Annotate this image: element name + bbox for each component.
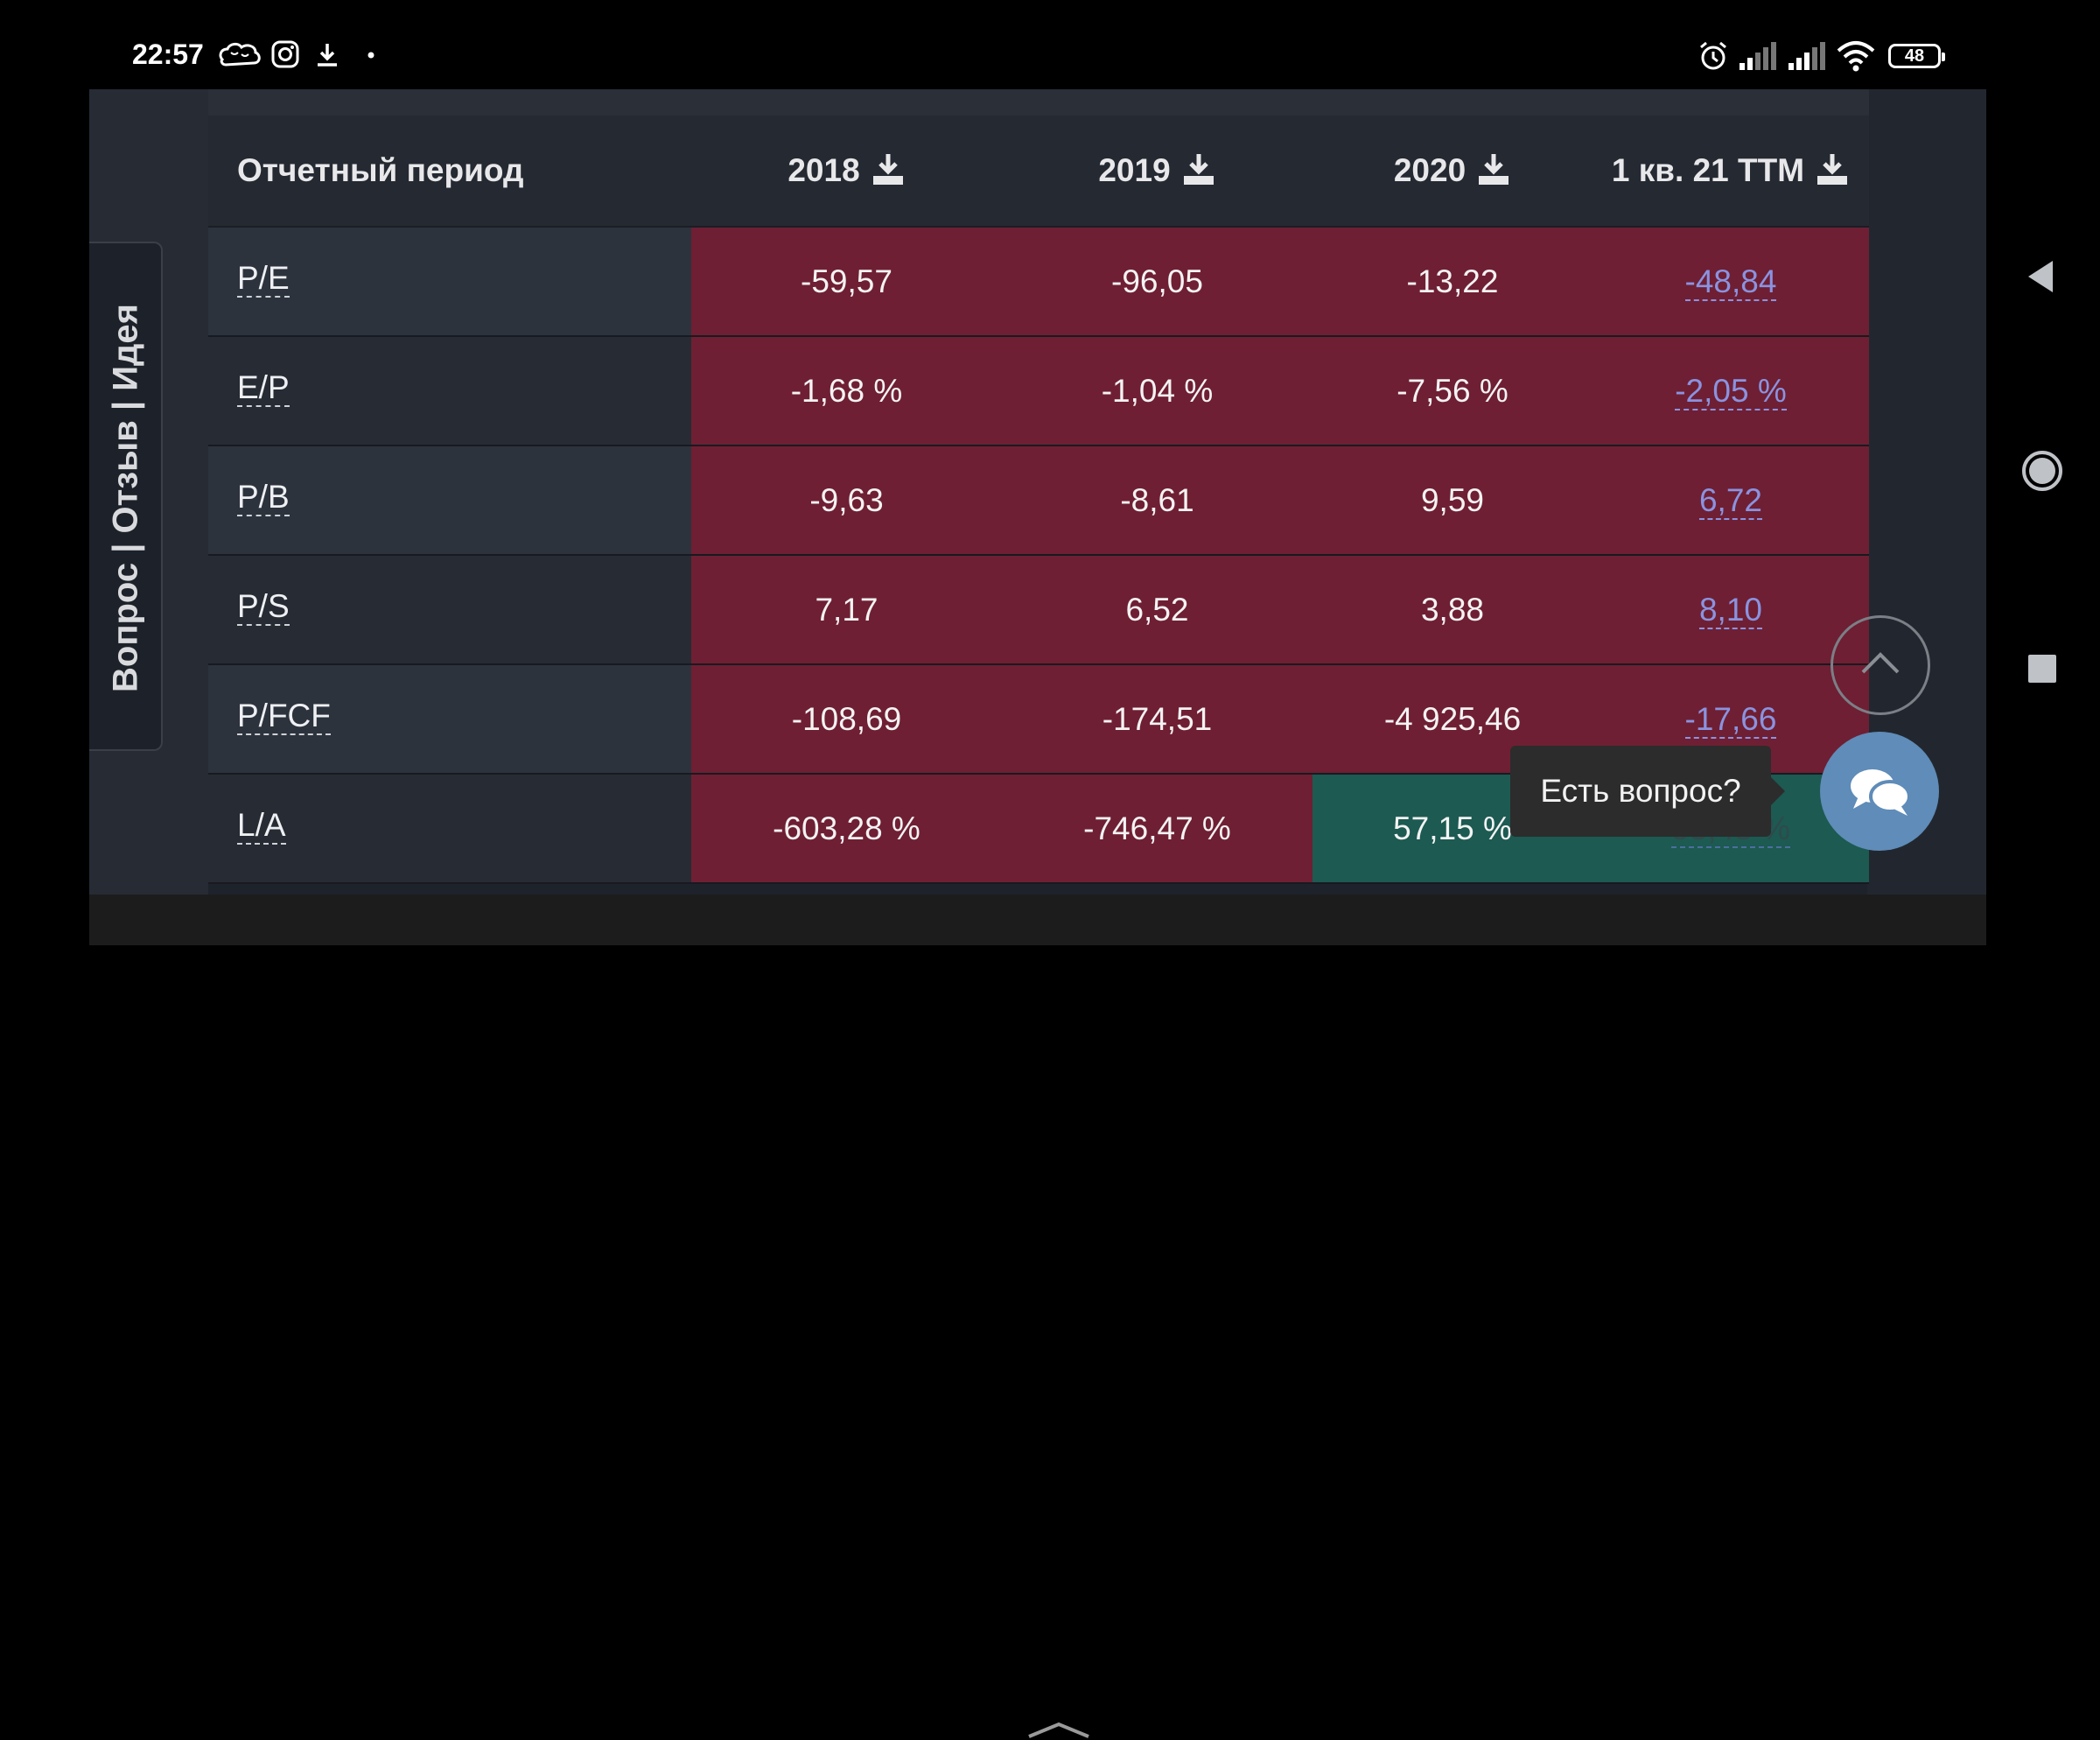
alarm-icon bbox=[1700, 41, 1726, 70]
table-cell: -1,04 % bbox=[1002, 337, 1312, 445]
table-cell: -9,63 bbox=[691, 446, 1002, 554]
table-row: P/E -59,57 -96,05 -13,22 -48,84 bbox=[208, 228, 1869, 337]
table-cell: -108,69 bbox=[691, 665, 1002, 773]
table-cell: -174,51 bbox=[1002, 665, 1312, 773]
column-header[interactable]: 2020 bbox=[1312, 116, 1592, 226]
table-cell: -746,47 % bbox=[1002, 775, 1312, 882]
metric-label[interactable]: P/E bbox=[237, 260, 290, 298]
chat-tooltip: Есть вопрос? bbox=[1510, 746, 1785, 837]
table-row: P/B -9,63 -8,61 9,59 6,72 bbox=[208, 446, 1869, 556]
ttm-value-link[interactable]: 8,10 bbox=[1698, 592, 1762, 629]
table-cell: -1,68 % bbox=[691, 337, 1002, 445]
ttm-value-link[interactable]: -48,84 bbox=[1684, 263, 1777, 301]
feedback-tab-label: Вопрос | Отзыв | Идея bbox=[106, 304, 145, 692]
table-cell: 6,52 bbox=[1002, 556, 1312, 663]
multiples-table: Отчетный период 2018 2019 2020 1 кв. 21 … bbox=[208, 116, 1869, 884]
brain-icon bbox=[219, 42, 261, 67]
download-icon[interactable] bbox=[1181, 151, 1216, 186]
table-cell: 3,88 bbox=[1312, 556, 1592, 663]
dot-icon bbox=[368, 52, 374, 59]
table-header: Отчетный период 2018 2019 2020 1 кв. 21 … bbox=[208, 116, 1869, 228]
download-icon[interactable] bbox=[1815, 151, 1850, 186]
download-icon bbox=[318, 44, 337, 67]
battery-icon: 48 bbox=[1888, 44, 1945, 68]
table-cell: -7,56 % bbox=[1312, 337, 1592, 445]
table-body: P/E -59,57 -96,05 -13,22 -48,84 E/P -1,6… bbox=[208, 228, 1869, 884]
download-icon[interactable] bbox=[1476, 151, 1511, 186]
wifi-icon bbox=[1837, 41, 1875, 72]
table-row: E/P -1,68 % -1,04 % -7,56 % -2,05 % bbox=[208, 337, 1869, 446]
instagram-icon bbox=[271, 40, 299, 68]
signal-icon bbox=[1788, 42, 1825, 70]
metric-label[interactable]: L/A bbox=[237, 807, 286, 845]
metric-label[interactable]: P/B bbox=[237, 479, 290, 516]
header-period-label: Отчетный период bbox=[237, 152, 524, 188]
table-row: P/S 7,17 6,52 3,88 8,10 bbox=[208, 556, 1869, 665]
chevron-up-icon[interactable] bbox=[1026, 1719, 1092, 1740]
table-cell: -96,05 bbox=[1002, 228, 1312, 335]
column-header[interactable]: 1 кв. 21 TTM bbox=[1592, 116, 1869, 226]
metric-label[interactable]: P/S bbox=[237, 588, 290, 626]
chevron-up-icon bbox=[1861, 652, 1900, 674]
table-cell: -8,61 bbox=[1002, 446, 1312, 554]
chat-button[interactable] bbox=[1820, 732, 1939, 851]
scroll-to-top-button[interactable] bbox=[1830, 615, 1930, 715]
ttm-value-link[interactable]: 6,72 bbox=[1698, 482, 1762, 520]
column-header[interactable]: 2018 bbox=[691, 116, 1002, 226]
ttm-value-link[interactable]: -2,05 % bbox=[1675, 373, 1787, 410]
chat-bubbles-icon bbox=[1851, 769, 1911, 816]
recent-apps-nav-icon[interactable] bbox=[2028, 655, 2056, 683]
download-icon[interactable] bbox=[871, 151, 906, 186]
clock: 22:57 bbox=[132, 39, 204, 70]
feedback-tab[interactable]: Вопрос | Отзыв | Идея bbox=[89, 242, 163, 751]
signal-icon bbox=[1740, 42, 1776, 70]
table-cell: 9,59 bbox=[1312, 446, 1592, 554]
table-row: L/A -603,28 % -746,47 % 57,15 % 53,48 % bbox=[208, 775, 1869, 884]
table-cell: -603,28 % bbox=[691, 775, 1002, 882]
home-nav-icon[interactable] bbox=[2021, 450, 2063, 492]
back-nav-icon[interactable] bbox=[2025, 259, 2056, 294]
ttm-value-link[interactable]: -17,66 bbox=[1684, 701, 1777, 739]
metric-label[interactable]: P/FCF bbox=[237, 698, 331, 735]
table-cell: -13,22 bbox=[1312, 228, 1592, 335]
bottom-bar bbox=[89, 895, 1986, 1738]
column-header[interactable]: 2019 bbox=[1002, 116, 1312, 226]
table-cell: 7,17 bbox=[691, 556, 1002, 663]
metric-label[interactable]: E/P bbox=[237, 369, 290, 407]
status-bar: 22:57 48 bbox=[0, 0, 2100, 89]
table-cell: -59,57 bbox=[691, 228, 1002, 335]
